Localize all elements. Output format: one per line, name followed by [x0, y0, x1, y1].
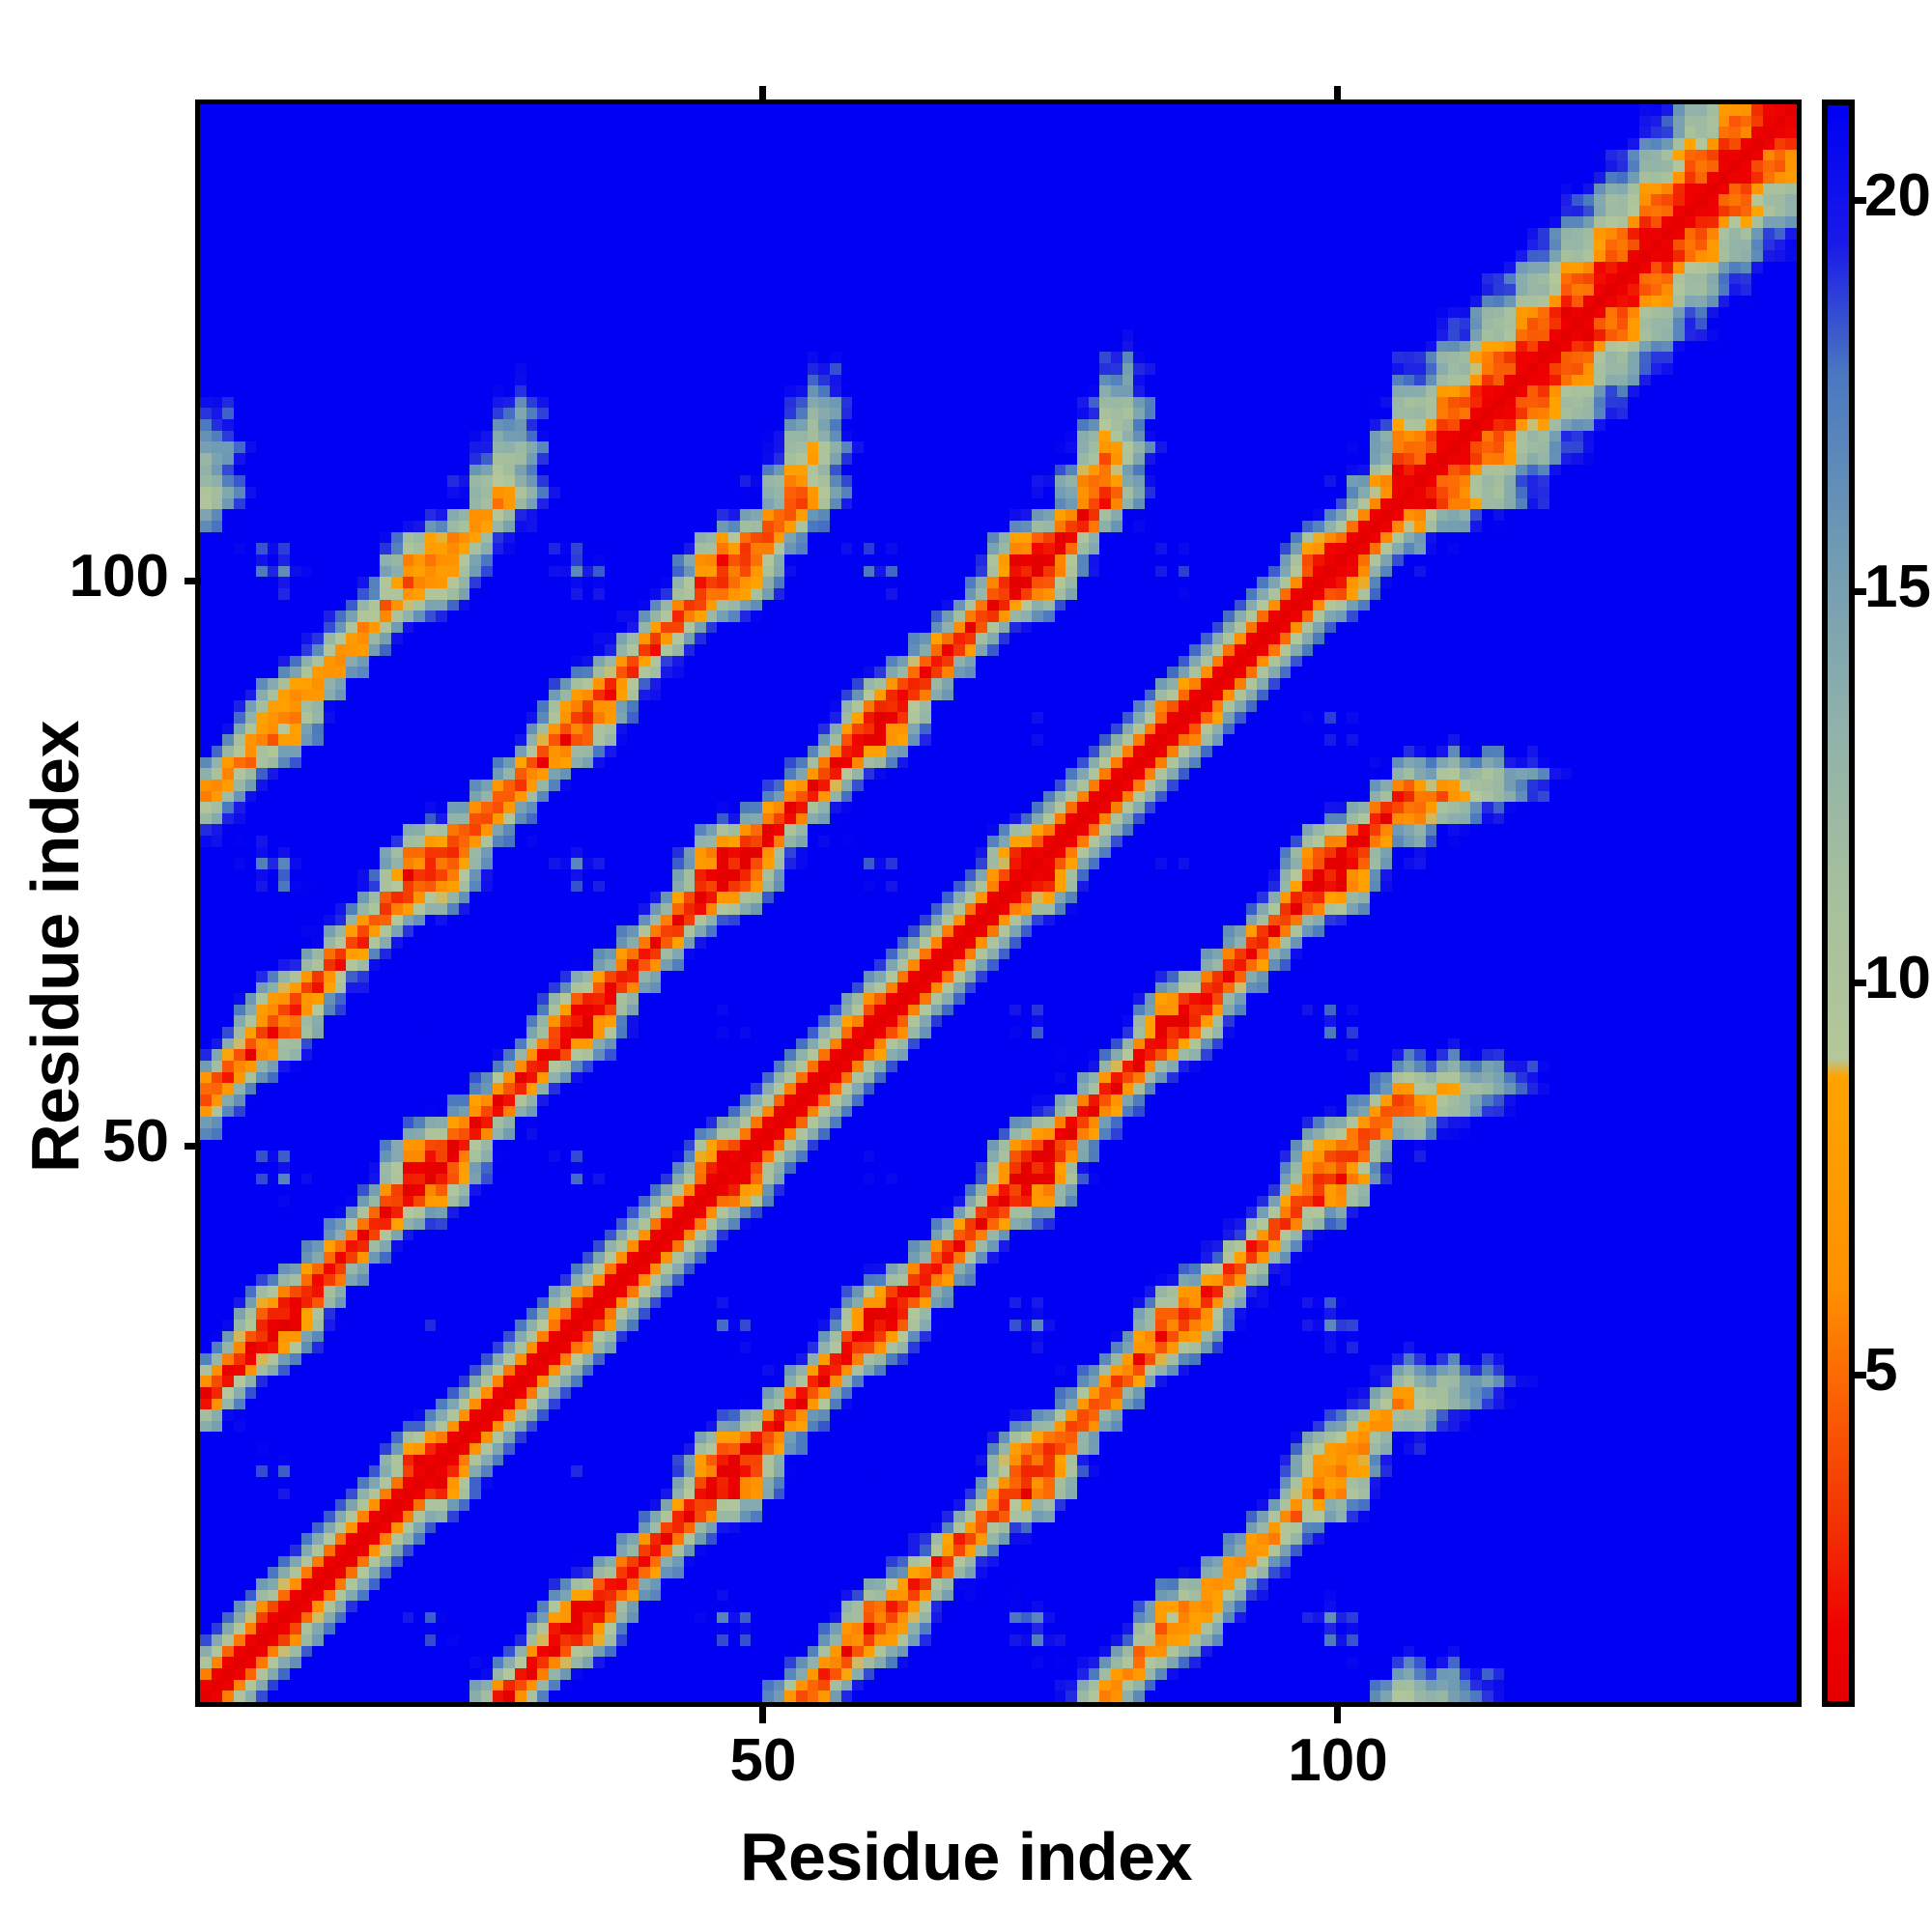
y-tick-mark-100: [185, 578, 201, 584]
y-axis-title: Residue index: [17, 720, 93, 1174]
y-tick-label-50: 50: [102, 1108, 169, 1175]
x-axis-title: Residue index: [739, 1819, 1193, 1894]
x-tick-mark-top-100: [1334, 86, 1341, 99]
x-tick-mark-50: [759, 1707, 766, 1723]
x-tick-label-100: 100: [1288, 1727, 1388, 1794]
heatmap-canvas: [200, 104, 1797, 1702]
x-tick-mark-top-50: [759, 86, 766, 99]
colorbar-tick-label-20: 20: [1864, 162, 1931, 229]
colorbar: [1822, 99, 1855, 1707]
x-tick-mark-100: [1334, 1707, 1341, 1723]
colorbar-tick-mark-15: [1851, 588, 1866, 595]
colorbar-tick-label-15: 15: [1864, 554, 1931, 620]
colorbar-gradient: [1828, 105, 1849, 1701]
y-axis-title-wrapper: Residue index: [16, 143, 103, 1750]
colorbar-tick-mark-10: [1851, 980, 1866, 986]
y-tick-mark-50: [185, 1143, 201, 1150]
colorbar-tick-label-5: 5: [1864, 1337, 1898, 1404]
colorbar-tick-mark-20: [1851, 197, 1866, 204]
x-tick-label-50: 50: [729, 1727, 797, 1794]
y-tick-label-100: 100: [69, 543, 169, 610]
colorbar-tick-mark-5: [1851, 1372, 1866, 1378]
colorbar-tick-label-10: 10: [1864, 945, 1931, 1011]
heatmap-plot-area: [195, 99, 1802, 1707]
